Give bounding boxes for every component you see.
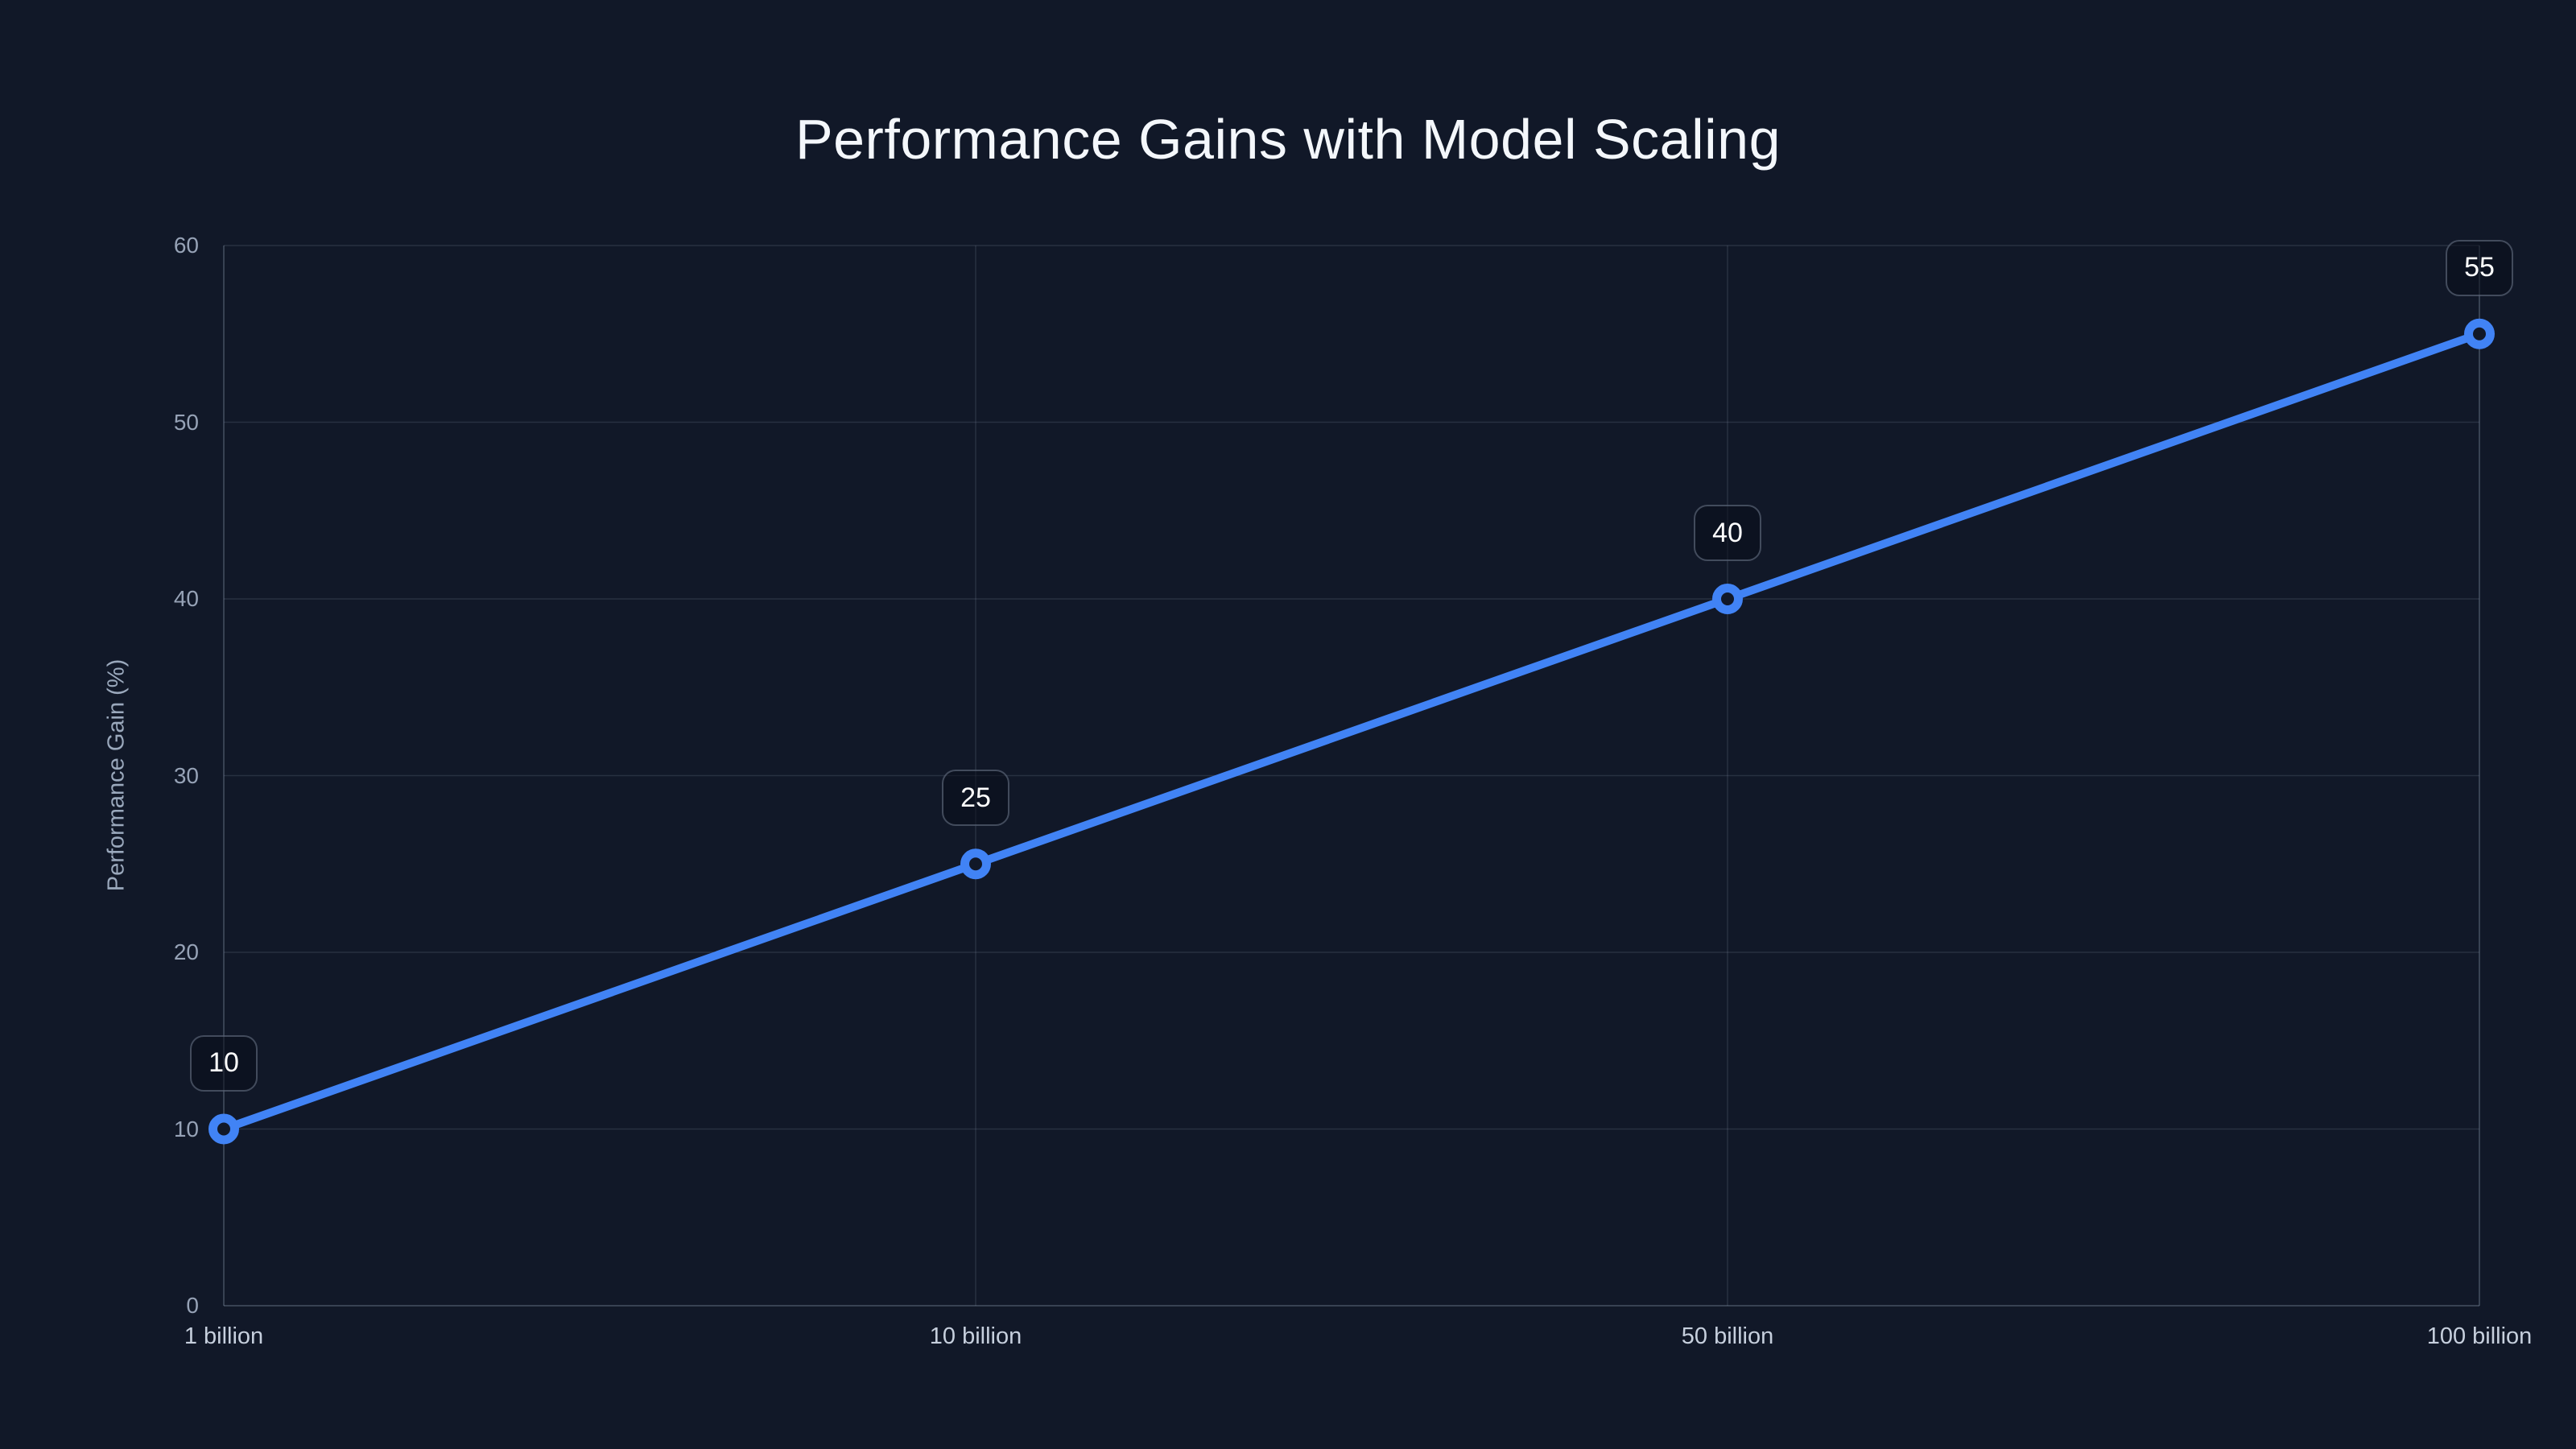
y-tick-label: 50 — [173, 409, 199, 435]
x-tick-label: 100 billion — [2426, 1323, 2533, 1349]
chart-title: Performance Gains with Model Scaling — [795, 108, 1781, 171]
data-point[interactable] — [960, 848, 991, 880]
y-tick-label: 40 — [173, 586, 199, 611]
y-tick-label: 10 — [173, 1116, 199, 1141]
x-tick-label: 10 billion — [929, 1323, 1022, 1349]
y-tick-label: 0 — [186, 1293, 199, 1318]
data-point-label: 55 — [2446, 239, 2513, 296]
x-tick-label: 50 billion — [1681, 1323, 1774, 1349]
data-point[interactable] — [1712, 584, 1743, 614]
data-point[interactable] — [2464, 318, 2495, 349]
y-tick-label: 30 — [173, 762, 199, 788]
x-tick-label: 1 billion — [184, 1323, 264, 1349]
y-tick-label: 20 — [173, 939, 199, 964]
series-line — [220, 329, 2483, 1133]
data-point-label: 25 — [942, 770, 1009, 827]
data-point-label: 10 — [190, 1034, 258, 1092]
data-point-label: 40 — [1694, 505, 1761, 561]
data-point[interactable] — [208, 1113, 239, 1145]
y-tick-label: 60 — [173, 233, 199, 258]
